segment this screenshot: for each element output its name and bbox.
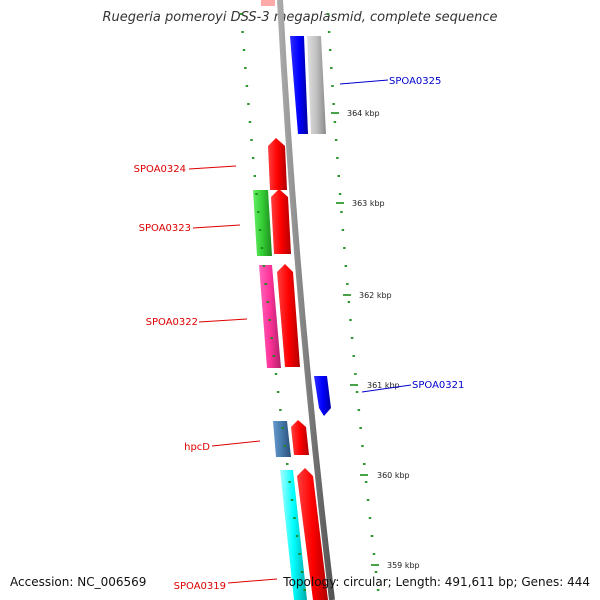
tick-label-363: 363 kbp	[352, 199, 385, 208]
gene-spoa0323-arrow[interactable]	[271, 189, 291, 254]
gene-label-spoa0325[interactable]: SPOA0325	[389, 76, 441, 87]
leader-spoa0322	[198, 318, 248, 323]
gene-spoa0322-arrow[interactable]	[277, 264, 300, 367]
gene-spoa0319-arrow[interactable]	[297, 468, 328, 600]
partial-feature-top	[261, 0, 275, 6]
leader-spoa0323	[192, 224, 241, 229]
leader-spoa0321	[361, 384, 412, 393]
gene-hpcD-arrow[interactable]	[291, 420, 309, 455]
leader-spoa0324	[188, 165, 237, 170]
gene-label-spoa0323[interactable]: SPOA0323	[139, 223, 191, 234]
leader-spoa0319	[227, 578, 278, 584]
tick-label-364: 364 kbp	[347, 109, 380, 118]
topology-summary: Topology: circular; Length: 491,611 bp; …	[283, 575, 590, 589]
leader-spoa0325	[339, 79, 389, 85]
gene-spoa0322-cog-arrow[interactable]	[259, 265, 281, 368]
leader-hpcD	[211, 440, 261, 447]
plasmid-backbone	[277, 0, 335, 600]
gene-spoa0321-arrow[interactable]	[314, 376, 331, 416]
tick-label-360: 360 kbp	[377, 471, 410, 480]
gene-label-spoa0321[interactable]: SPOA0321	[412, 380, 464, 391]
gene-label-spoa0322[interactable]: SPOA0322	[146, 317, 198, 328]
tick-label-361: 361 kbp	[367, 381, 400, 390]
tick-label-359: 359 kbp	[387, 561, 420, 570]
kbp-tick-labels: 364 kbp 363 kbp 362 kbp 361 kbp 360 kbp …	[331, 109, 420, 570]
map-title: Ruegeria pomeroyi DSS-3 megaplasmid, com…	[102, 10, 498, 25]
gene-spoa0324-arrow[interactable]	[268, 138, 287, 190]
gene-spoa0323-cog-arrow[interactable]	[253, 190, 272, 256]
gene-hpcD-cog-arrow[interactable]	[273, 421, 291, 457]
tick-label-362: 362 kbp	[359, 291, 392, 300]
gene-label-spoa0319[interactable]: SPOA0319	[174, 581, 226, 592]
gene-spoa0319-cog-arrow[interactable]	[280, 470, 307, 600]
reverse-feature-arrow[interactable]	[307, 36, 326, 134]
gene-label-spoa0324[interactable]: SPOA0324	[134, 164, 186, 175]
accession-text: Accession: NC_006569	[10, 575, 147, 589]
gene-spoa0325-arrow[interactable]	[290, 36, 308, 134]
gene-label-hpcD[interactable]: hpcD	[184, 442, 210, 453]
tick-marks	[240, 13, 380, 591]
